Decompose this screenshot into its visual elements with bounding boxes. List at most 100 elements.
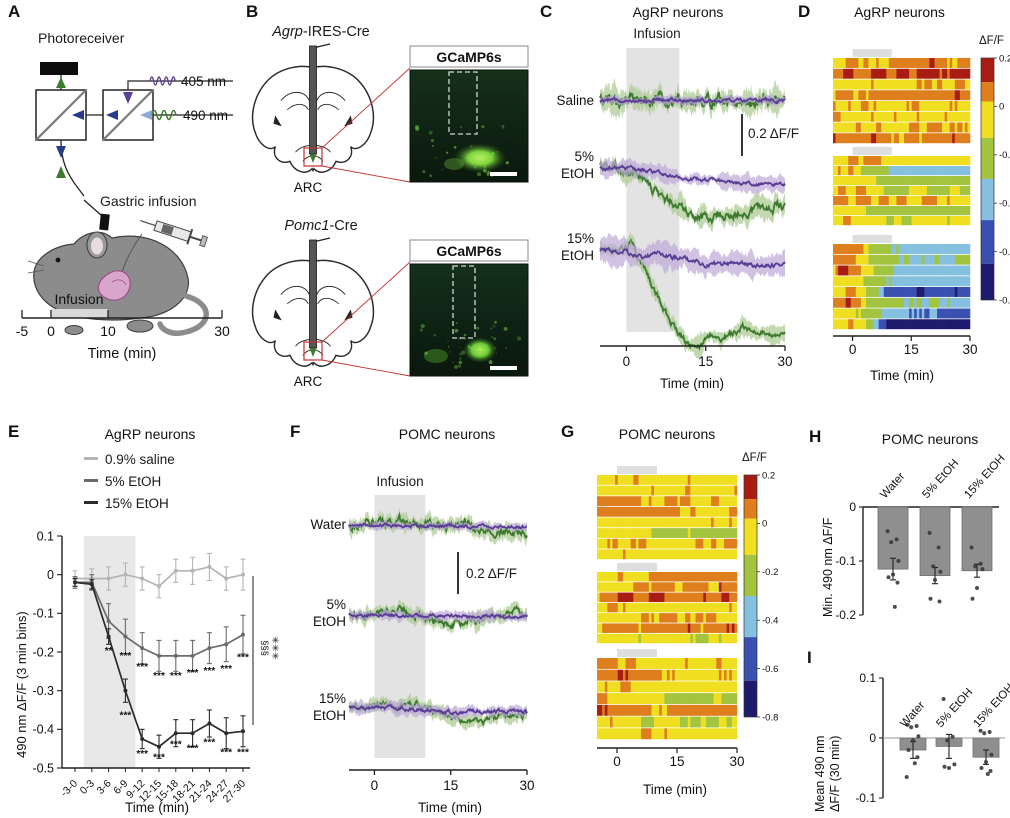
- svg-text:15: 15: [669, 754, 684, 769]
- pomc-heatmap: 0 15 30 Time (min) ΔF/F 0.2 0 -0.2 -0.4 -0.6 -0.8: [597, 452, 778, 797]
- cre-gene-rest: -IRES-Cre: [302, 24, 370, 40]
- svg-text:0: 0: [762, 519, 767, 530]
- optics-schematic: 405 nm 490 nm: [35, 62, 233, 197]
- svg-text:30: 30: [777, 354, 792, 369]
- legend-dash-icon: [84, 479, 98, 483]
- gcamp-label: GCaMP6s: [436, 49, 502, 65]
- svg-text:-0.2: -0.2: [999, 150, 1010, 161]
- infusion-band: [852, 49, 892, 57]
- panel-g: G POMC neurons 0 15 30 Time (min) ΔF/F 0.2 0 -0…: [557, 420, 805, 818]
- panel-d-label: D: [798, 2, 811, 21]
- cre-line-label-top: Agrp-IRES-Cre: [238, 24, 404, 40]
- infusion-band: [617, 649, 657, 657]
- timeline-infusion-label: Infusion: [54, 291, 103, 307]
- cre-line-label-bottom: Pomc1-Cre: [238, 218, 404, 234]
- svg-text:0: 0: [849, 500, 856, 514]
- svg-text:0: 0: [869, 731, 876, 745]
- svg-text:30: 30: [519, 778, 534, 793]
- stomach: [97, 270, 131, 301]
- scale-bar: [490, 366, 517, 370]
- svg-text:15: 15: [698, 354, 713, 369]
- svg-text:-0.8: -0.8: [999, 295, 1010, 306]
- svg-text:0: 0: [613, 754, 621, 769]
- svg-text:***: ***: [220, 748, 232, 759]
- mouse-tail: [157, 293, 209, 337]
- pomc-traces-plot: 0 15 30 Time (min): [348, 495, 535, 815]
- timeline-tick: 10: [100, 323, 116, 339]
- timeline-xlabel: Time (min): [88, 346, 157, 362]
- gcamp-label: GCaMP6s: [436, 243, 502, 259]
- svg-text:***: ***: [170, 740, 182, 751]
- panel-f: F POMC neurons Infusion 0 15 30 Time (min) …: [282, 420, 557, 818]
- purple-down-arrow-icon: [123, 92, 133, 104]
- svg-text:✳✳✳: ✳✳✳: [269, 636, 280, 660]
- panel-i: I Mean 490 nm ΔF/F (30 min) 0.1 0 -0.1 Water…: [805, 630, 1010, 818]
- panel-c: C AgRP neurons Infusion 0 15 30 Time (min) …: [532, 0, 799, 400]
- trace-row-label-saline: Saline: [556, 93, 594, 108]
- cre-gene-rest: -Cre: [329, 218, 358, 234]
- svg-text:***: ***: [170, 671, 182, 682]
- trace-line-purple: [348, 522, 527, 530]
- svg-text:***: ***: [237, 653, 249, 664]
- mouse-schematic: [27, 199, 209, 337]
- panel-c-title: AgRP neurons: [632, 4, 724, 20]
- svg-text:***: ***: [220, 664, 232, 675]
- brain-and-image-bottom: ARC GCaMP6s: [251, 237, 529, 389]
- infusion-timeline: Infusion -5 0 10 30 Time (min): [16, 291, 230, 362]
- scalebar-label: 0.2 ΔF/F: [466, 566, 518, 581]
- trace-line-green: [599, 158, 786, 226]
- wave-405-icon: [149, 76, 176, 86]
- svg-text:***: ***: [187, 743, 199, 754]
- svg-text:0.2: 0.2: [999, 53, 1010, 64]
- svg-text:***: ***: [204, 666, 216, 677]
- svg-text:0: 0: [623, 354, 631, 369]
- timeline-tick: -5: [16, 323, 29, 339]
- svg-text:***: ***: [136, 749, 148, 760]
- panel-g-label: G: [561, 422, 575, 441]
- svg-text:§§§: §§§: [259, 640, 270, 656]
- agrp-heatmap: 0 15 30 Time (min) ΔF/F 0.2 0 -0.2 -0.4 -0.6 -0.8: [833, 35, 1010, 383]
- svg-text:ΔF/F: ΔF/F: [979, 35, 1004, 47]
- svg-text:***: ***: [153, 752, 165, 763]
- legend-item-saline: 0.9% saline: [84, 452, 175, 467]
- svg-text:Time (min): Time (min): [643, 782, 707, 797]
- infusion-band: [374, 495, 426, 758]
- blue-left-arrow-icon: [72, 110, 84, 120]
- svg-text:-0.5: -0.5: [32, 761, 54, 775]
- legend-item-5pct: 5% EtOH: [84, 474, 161, 489]
- gastric-infusion-label: Gastric infusion: [100, 193, 197, 209]
- panel-g-title: POMC neurons: [618, 426, 716, 442]
- svg-text:-0.3: -0.3: [32, 684, 54, 698]
- cre-gene-italic: Pomc1: [284, 218, 330, 234]
- svg-text:-0.6: -0.6: [762, 664, 778, 675]
- arc-target-box: [303, 341, 323, 361]
- trace-row-label-water: Water: [310, 517, 346, 532]
- trace-line-purple: [348, 612, 528, 620]
- trace-row-label-5pct: 5% EtOH: [560, 149, 594, 181]
- svg-text:0: 0: [999, 102, 1004, 113]
- svg-text:Time (min): Time (min): [125, 800, 189, 815]
- svg-text:ΔF/F: ΔF/F: [742, 452, 767, 464]
- panel-f-title: POMC neurons: [398, 426, 496, 442]
- gcamp-header-box: [409, 45, 529, 68]
- fiber-track-outline: [452, 265, 476, 339]
- svg-text:0: 0: [47, 568, 54, 582]
- svg-text:Water: Water: [898, 699, 927, 730]
- infusion-label: Infusion: [633, 26, 681, 41]
- arc-region-label: ARC: [294, 374, 323, 389]
- photoreceiver-label: Photoreceiver: [38, 30, 125, 46]
- svg-text:***: ***: [187, 668, 199, 679]
- optic-fiber: [309, 45, 317, 155]
- legend-item-15pct: 15% EtOH: [84, 496, 169, 511]
- infusion-label: Infusion: [376, 474, 424, 489]
- panel-h-title: POMC neurons: [881, 431, 979, 447]
- svg-text:15: 15: [904, 342, 919, 357]
- trace-band-purple: [600, 156, 785, 196]
- svg-text:30: 30: [962, 342, 977, 357]
- svg-text:Water: Water: [878, 470, 907, 501]
- svg-text:Time (min): Time (min): [870, 368, 934, 383]
- trace-row-label-15pct: 15% EtOH: [312, 691, 346, 723]
- fluorescence-image-bottom: [409, 263, 529, 377]
